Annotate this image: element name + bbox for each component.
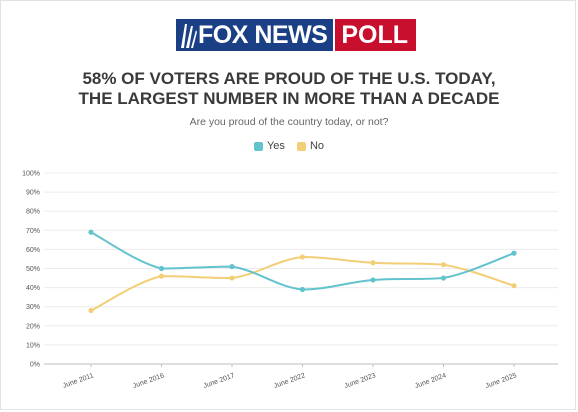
data-point-no-1[interactable] bbox=[158, 273, 165, 279]
data-point-no-6[interactable] bbox=[511, 283, 517, 289]
legend-item-yes[interactable]: Yes bbox=[253, 140, 285, 152]
x-tick-label: June 2024 bbox=[414, 372, 447, 390]
x-tick-label: June 2017 bbox=[203, 372, 236, 390]
y-tick-label: 50% bbox=[26, 266, 40, 273]
x-tick-label: June 2011 bbox=[62, 372, 95, 390]
y-tick-label: 70% bbox=[26, 228, 40, 235]
legend-label: Yes bbox=[266, 140, 285, 152]
data-point-yes-4[interactable] bbox=[370, 277, 376, 283]
data-point-no-4[interactable] bbox=[370, 260, 376, 266]
y-tick-label: 80% bbox=[26, 209, 40, 216]
y-tick-label: 90% bbox=[26, 190, 40, 197]
x-tick-label: June 2016 bbox=[132, 372, 165, 390]
data-point-no-0[interactable] bbox=[88, 307, 94, 314]
y-tick-label: 60% bbox=[26, 247, 40, 254]
data-point-yes-0[interactable] bbox=[88, 229, 94, 235]
x-tick-label: June 2025 bbox=[485, 372, 518, 390]
data-point-yes-6[interactable] bbox=[511, 250, 517, 256]
y-tick-label: 100% bbox=[22, 171, 40, 178]
x-tick-label: June 2022 bbox=[273, 372, 306, 390]
legend-swatch bbox=[296, 141, 306, 151]
data-point-yes-1[interactable] bbox=[158, 265, 165, 272]
series-line-yes bbox=[90, 231, 515, 291]
y-tick-label: 20% bbox=[26, 323, 40, 330]
y-tick-label: 10% bbox=[26, 342, 40, 349]
fox-news-poll-logo: FOX NEWS POLL bbox=[176, 19, 417, 51]
y-tick-label: 0% bbox=[30, 362, 40, 369]
y-tick-label: 40% bbox=[26, 285, 40, 292]
chart-subtitle: Are you proud of the country today, or n… bbox=[189, 116, 389, 128]
logo-fox-text: FOX NEWS bbox=[198, 21, 328, 49]
legend-label: No bbox=[309, 140, 324, 152]
data-point-no-2[interactable] bbox=[229, 275, 235, 281]
data-point-no-3[interactable] bbox=[299, 254, 306, 260]
data-point-yes-3[interactable] bbox=[299, 286, 306, 293]
legend-swatch bbox=[253, 141, 263, 151]
legend-item-no[interactable]: No bbox=[296, 140, 324, 152]
chart-title-line-2: THE LARGEST NUMBER IN MORE THAN A DECADE bbox=[78, 89, 500, 108]
data-point-no-5[interactable] bbox=[440, 262, 447, 268]
logo-poll: POLL bbox=[335, 19, 417, 51]
chart-title-line-1: 58% OF VOTERS ARE PROUD OF THE U.S. TODA… bbox=[82, 69, 496, 88]
logo-fox-news: FOX NEWS bbox=[176, 19, 334, 51]
y-tick-label: 30% bbox=[26, 304, 40, 311]
data-point-yes-2[interactable] bbox=[229, 263, 235, 270]
searchlight-streak-icon bbox=[181, 24, 197, 48]
data-point-yes-5[interactable] bbox=[440, 275, 447, 281]
series-line-no bbox=[90, 256, 515, 312]
x-tick-label: June 2023 bbox=[344, 372, 377, 390]
chart-legend: Yes No bbox=[0, 140, 578, 152]
